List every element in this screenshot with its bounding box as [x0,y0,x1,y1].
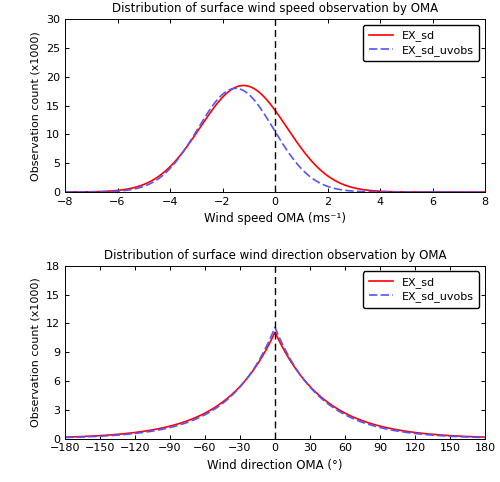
Legend: EX_sd, EX_sd_uvobs: EX_sd, EX_sd_uvobs [363,271,480,308]
EX_sd [482,434,488,440]
EX_sd_uvobs [256,102,262,108]
EX_sd_uvobs [62,435,68,441]
EX_sd [470,189,476,195]
Y-axis label: Observation count (x1000): Observation count (x1000) [30,277,40,427]
EX_sd_uvobs [393,189,399,195]
EX_sd [266,100,272,106]
EX_sd [470,189,476,195]
Line: EX_sd_uvobs: EX_sd_uvobs [65,88,485,192]
EX_sd_uvobs [138,430,144,436]
Line: EX_sd_uvobs: EX_sd_uvobs [65,327,485,438]
EX_sd_uvobs [470,189,476,195]
EX_sd_uvobs [376,424,382,430]
EX_sd [314,390,320,396]
EX_sd [84,189,89,195]
EX_sd_uvobs [232,85,238,91]
EX_sd [138,429,144,435]
EX_sd [408,429,414,435]
Title: Distribution of surface wind direction observation by OMA: Distribution of surface wind direction o… [104,249,446,262]
EX_sd_uvobs [266,119,272,125]
EX_sd [222,397,228,403]
EX_sd_uvobs [272,324,278,330]
EX_sd_uvobs [408,430,414,436]
Line: EX_sd: EX_sd [65,332,485,437]
EX_sd [335,406,341,412]
EX_sd [62,434,68,440]
EX_sd [256,89,262,94]
EX_sd [393,189,399,195]
EX_sd_uvobs [62,189,68,195]
EX_sd_uvobs [470,189,476,195]
EX_sd_uvobs [482,189,488,195]
EX_sd [482,189,488,195]
Legend: EX_sd, EX_sd_uvobs: EX_sd, EX_sd_uvobs [363,25,480,61]
EX_sd_uvobs [314,391,320,397]
EX_sd [376,423,382,428]
EX_sd [272,329,278,335]
EX_sd_uvobs [222,398,228,404]
EX_sd_uvobs [482,435,488,441]
EX_sd_uvobs [335,408,341,414]
X-axis label: Wind direction OMA (°): Wind direction OMA (°) [208,459,343,472]
EX_sd [240,82,246,88]
EX_sd_uvobs [84,189,89,195]
EX_sd [62,189,68,195]
X-axis label: Wind speed OMA (ms⁻¹): Wind speed OMA (ms⁻¹) [204,213,346,226]
Line: EX_sd: EX_sd [65,85,485,192]
Title: Distribution of surface wind speed observation by OMA: Distribution of surface wind speed obser… [112,2,438,15]
Y-axis label: Observation count (x1000): Observation count (x1000) [30,31,40,181]
